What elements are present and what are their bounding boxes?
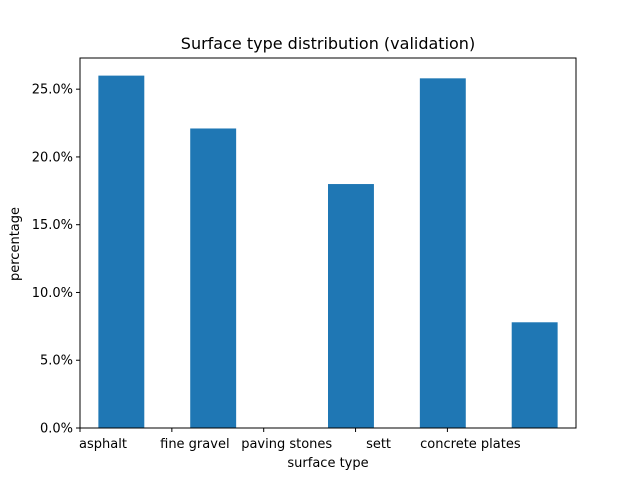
y-axis: 0.0% 5.0% 10.0% 15.0% 20.0% 25.0% — [32, 83, 80, 437]
bar-3 — [419, 78, 466, 428]
y-tick-label: 20.0% — [32, 150, 73, 165]
chart-title: Surface type distribution (validation) — [181, 34, 475, 53]
bar-1 — [190, 128, 237, 428]
x-tick-label: concrete plates — [420, 437, 521, 452]
y-tick-label: 10.0% — [32, 286, 73, 301]
x-tick-label: sett — [366, 437, 391, 452]
y-tick-label: 5.0% — [40, 354, 73, 369]
y-axis-label: percentage — [8, 207, 23, 281]
bar-group — [98, 75, 558, 428]
bar-2 — [328, 184, 374, 428]
x-axis-label: surface type — [287, 456, 368, 471]
x-axis: asphalt fine gravel paving stones sett concr… — [79, 428, 521, 452]
y-tick-label: 15.0% — [32, 218, 73, 233]
x-tick-label: fine gravel — [160, 437, 229, 452]
bar-0 — [98, 75, 145, 428]
y-tick-label: 25.0% — [32, 83, 73, 98]
x-tick-label: paving stones — [241, 437, 332, 452]
y-tick-label: 0.0% — [40, 422, 73, 437]
x-tick-label: asphalt — [79, 437, 127, 452]
plot-frame — [79, 57, 577, 429]
bar-4 — [511, 322, 558, 428]
